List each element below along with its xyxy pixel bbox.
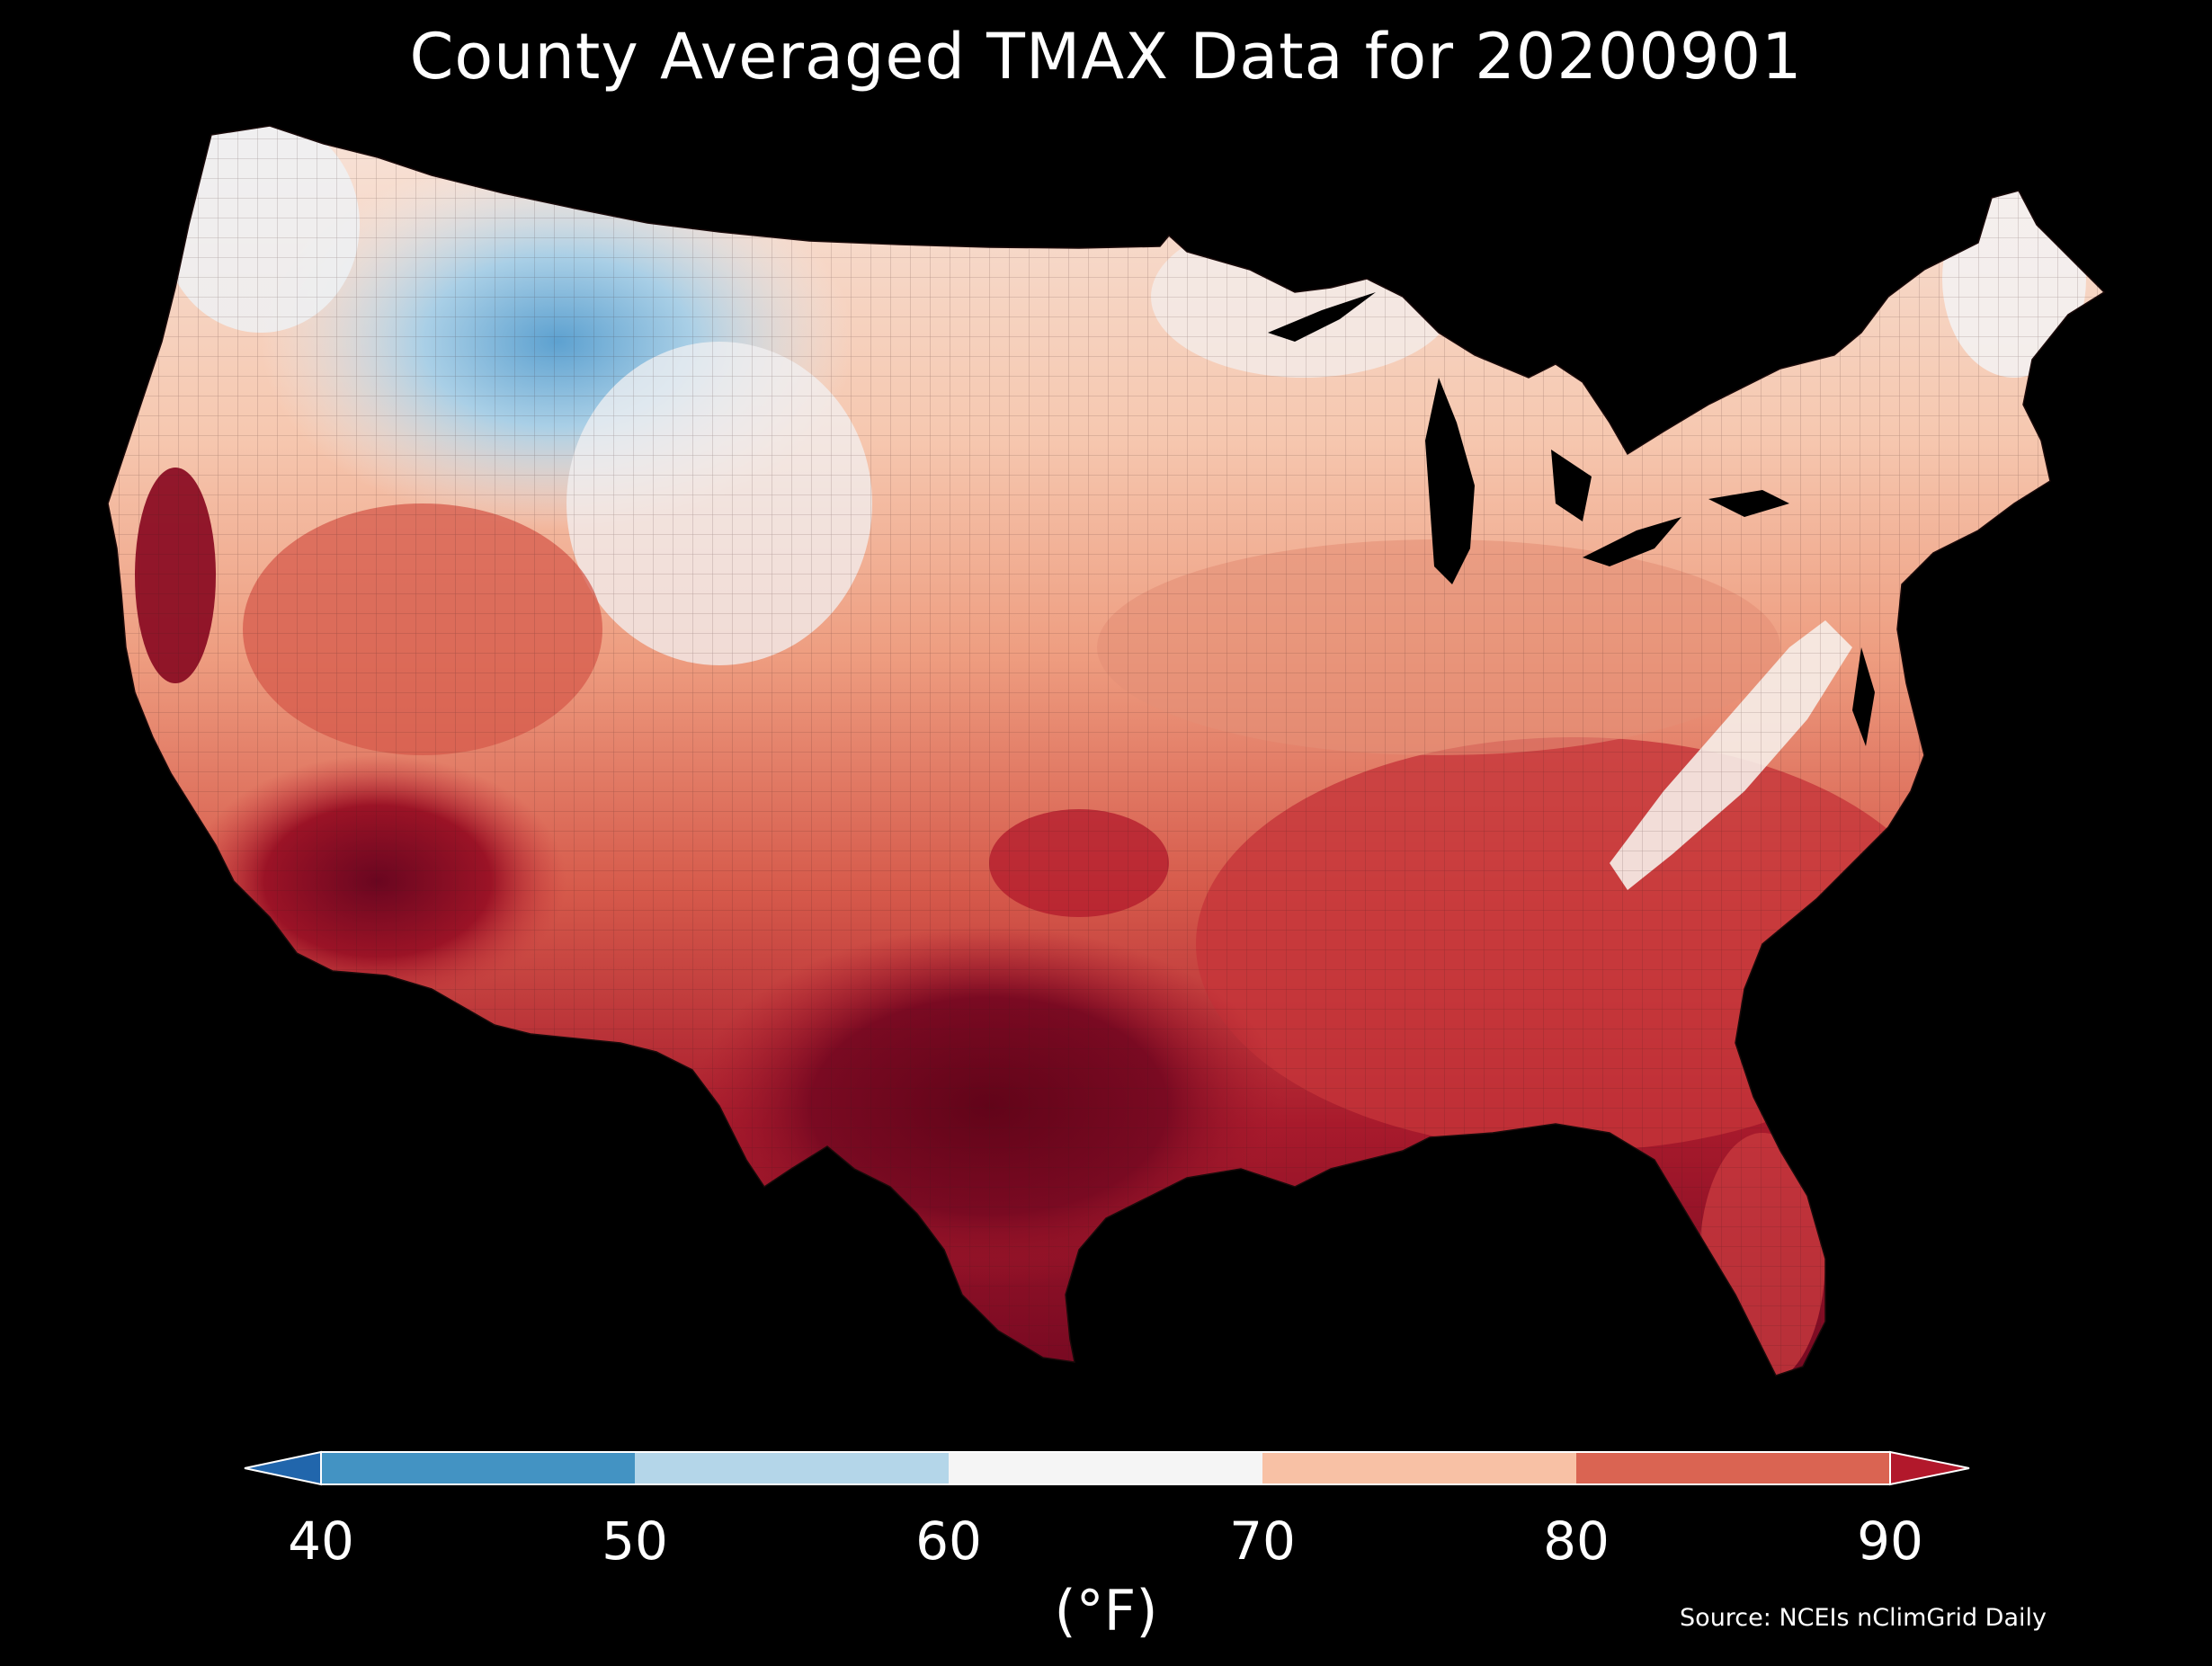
lake-ontario [1708, 490, 1789, 517]
lake-erie [1583, 517, 1681, 566]
colorbar-tick-label: 50 [602, 1510, 668, 1572]
source-note: Source: NCEIs nClimGrid Daily [1680, 1604, 2047, 1632]
colorbar-frame [320, 1451, 1891, 1485]
colorbar-bin-80-90 [1576, 1452, 1890, 1484]
colorbar-tick-label: 40 [288, 1510, 354, 1572]
colorbar-bin-70-80 [1262, 1452, 1576, 1484]
colorbar-unit-label: (°F) [1054, 1578, 1158, 1644]
colorbar-bin-60-70 [949, 1452, 1262, 1484]
colorbar-tick-label: 80 [1543, 1510, 1610, 1572]
lake-michigan [1425, 378, 1475, 584]
colorbar-bin-50-60 [635, 1452, 949, 1484]
lake-huron [1551, 450, 1592, 521]
map-title: County Averaged TMAX Data for 20200901 [409, 20, 1803, 94]
colorbar-tick-label: 60 [915, 1510, 982, 1572]
great-lakes [1268, 292, 1875, 746]
colorbar-tick-label: 70 [1229, 1510, 1296, 1572]
chesapeake-bay [1852, 647, 1875, 746]
colorbar-tick-label: 90 [1857, 1510, 1923, 1572]
colorbar-ticks: 40 50 60 70 80 90 [0, 1510, 2212, 1572]
map-fill-layer [108, 126, 2104, 1376]
lake-superior [1268, 292, 1376, 342]
colorbar [244, 1450, 1970, 1486]
colorbar-extend-min [244, 1450, 322, 1486]
colorbar-extend-max [1889, 1450, 1970, 1486]
colorbar-bin-40-50 [321, 1452, 635, 1484]
